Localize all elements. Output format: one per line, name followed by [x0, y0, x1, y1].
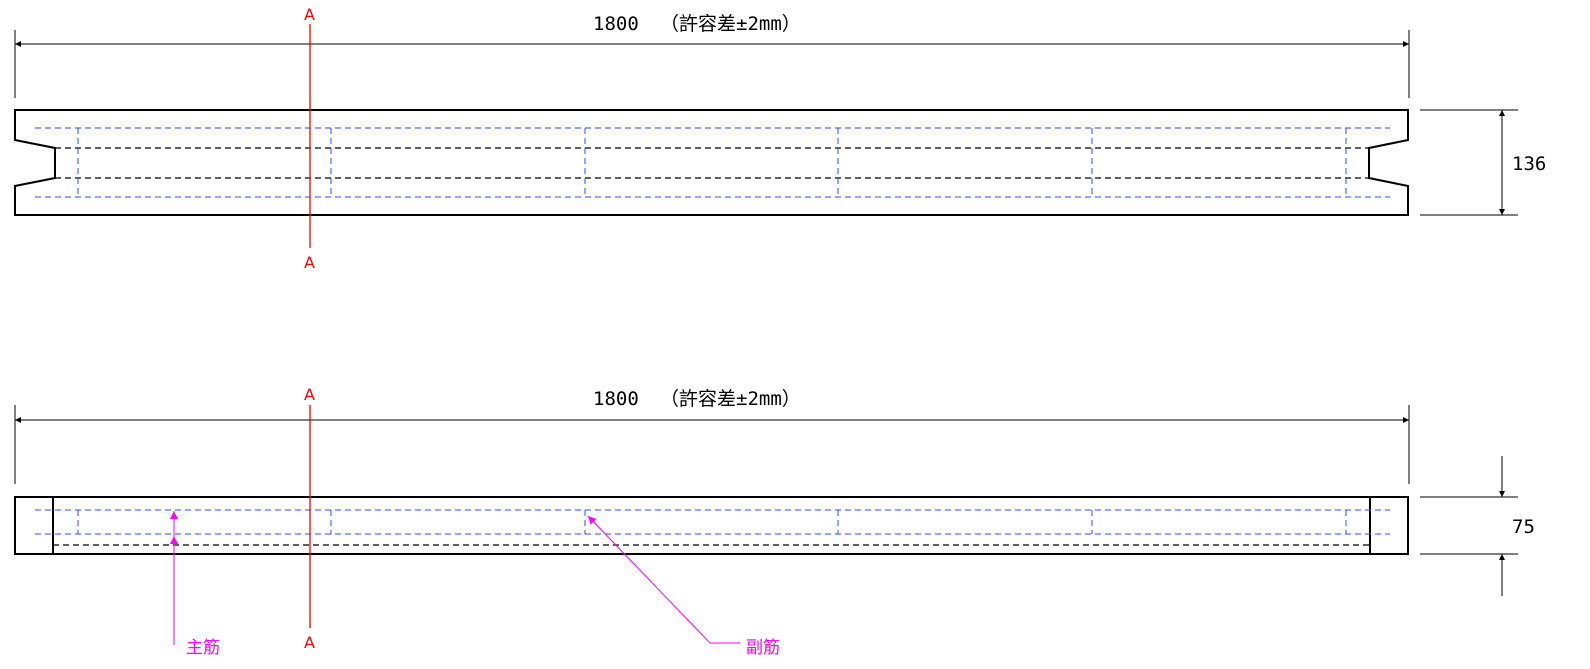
sub-rebar-label: 副筋: [746, 638, 780, 658]
top-length-value: 1800: [593, 13, 639, 35]
top-length-tolerance: （許容差±2mm）: [660, 13, 801, 35]
bottom-section-label-upper: A: [304, 385, 315, 404]
bottom-height-value: 75: [1512, 516, 1535, 538]
top-section-label-lower: A: [304, 253, 315, 272]
bottom-beam-outline: [14, 496, 1409, 555]
bottom-length-tolerance: （許容差±2mm）: [660, 388, 801, 410]
bottom-section-label-lower: A: [304, 633, 315, 652]
sub-rebar-leader: [587, 515, 740, 644]
bottom-rebar-cage: [35, 509, 1390, 535]
top-view: 1800 （許容差±2mm） 136 A A: [14, 5, 1546, 272]
bottom-inner-hidden-lines: [52, 509, 1371, 546]
bottom-height-dimension: [1420, 456, 1518, 596]
top-height-dimension: [1420, 109, 1518, 216]
top-length-dimension: [14, 30, 1410, 98]
main-rebar-label: 主筋: [186, 638, 220, 658]
bottom-length-value: 1800: [593, 388, 639, 410]
top-section-label-upper: A: [304, 5, 315, 24]
top-rebar-cage: [35, 127, 1390, 198]
top-beam-outline: [14, 109, 1409, 216]
bottom-length-dimension: [14, 405, 1410, 484]
top-inner-hidden-lines: [55, 147, 1369, 179]
top-height-value: 136: [1512, 153, 1546, 175]
bottom-view: 1800 （許容差±2mm） 75: [14, 385, 1535, 658]
